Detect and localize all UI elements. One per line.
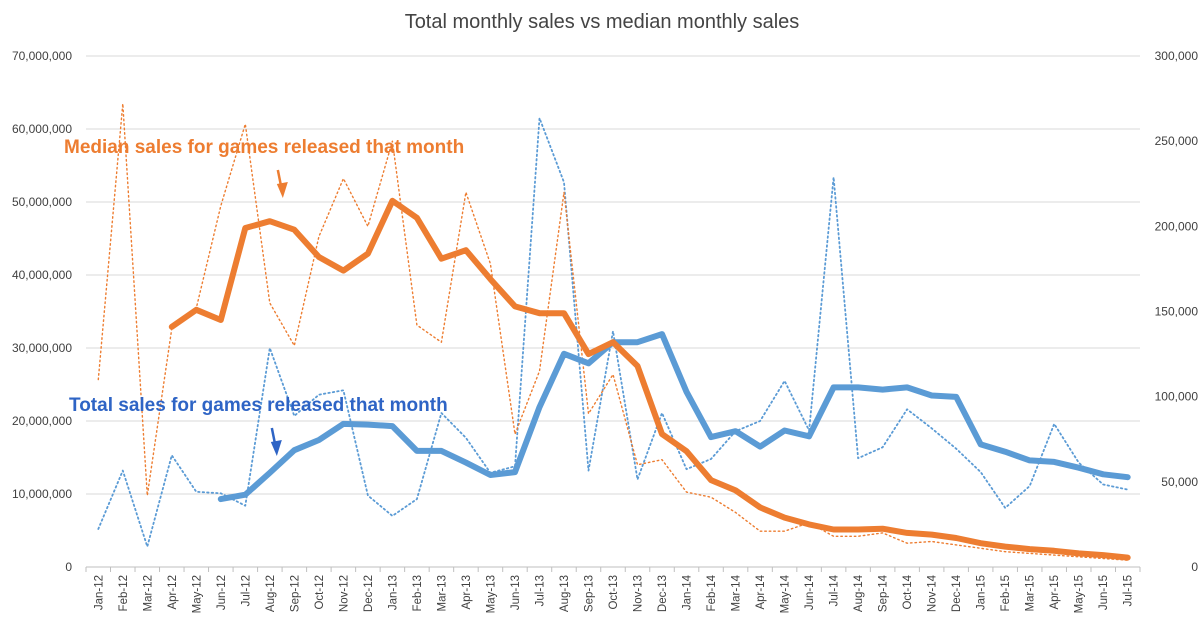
x-tick-label: Nov-12 <box>338 575 350 612</box>
annotation-total-label: Total sales for games released that mont… <box>69 395 448 416</box>
x-tick-label: Sep-13 <box>583 575 595 612</box>
left-y-tick-label: 0 <box>65 560 72 574</box>
x-tick-label: Nov-14 <box>927 574 939 612</box>
x-tick-label: Apr-13 <box>461 575 473 610</box>
series-line-3 <box>168 197 1131 561</box>
x-tick-label: Dec-14 <box>951 574 963 612</box>
x-tick-label: Apr-15 <box>1049 575 1061 610</box>
x-tick-label: Dec-13 <box>657 575 669 612</box>
right-y-tick-label: 0 <box>1191 560 1198 574</box>
x-tick-label: Jun-15 <box>1098 575 1110 610</box>
left-y-tick-label: 40,000,000 <box>12 268 72 282</box>
x-tick-label: Jan-13 <box>387 575 399 610</box>
right-y-tick-label: 300,000 <box>1155 49 1199 63</box>
left-y-tick-label: 50,000,000 <box>12 195 72 209</box>
x-axis: Jan-12 Feb-12 Mar-12 Apr-12 May-12 Jun-12 Jul-… <box>85 567 1141 613</box>
right-y-tick-label: 50,000 <box>1161 475 1198 489</box>
x-tick-label: Apr-12 <box>167 575 179 610</box>
x-tick-label: May-12 <box>191 575 203 613</box>
x-tick-label: Oct-13 <box>608 575 620 610</box>
arrow-head-icon <box>276 182 288 198</box>
right-y-tick-label: 150,000 <box>1155 305 1199 319</box>
x-tick-label: Jul-15 <box>1123 575 1135 606</box>
x-tick-label: Nov-13 <box>633 575 645 612</box>
left-y-axis: 0 10,000,000 20,000,000 30,000,000 40,000,00… <box>12 49 72 574</box>
arrow-head-icon <box>270 440 282 456</box>
x-tick-label: May-15 <box>1074 575 1086 613</box>
series-line-2 <box>97 103 1129 561</box>
x-tick-label: May-13 <box>485 575 497 613</box>
x-tick-label: Feb-14 <box>706 574 718 611</box>
x-tick-label: Feb-15 <box>1000 575 1012 611</box>
x-tick-label: Aug-13 <box>559 575 571 612</box>
left-y-tick-label: 20,000,000 <box>12 414 72 428</box>
x-tick-label: Mar-13 <box>436 575 448 611</box>
right-y-tick-label: 200,000 <box>1155 219 1199 233</box>
right-y-tick-label: 100,000 <box>1155 390 1199 404</box>
annotations: Median sales for games released that mon… <box>64 137 464 456</box>
x-tick-label: Feb-13 <box>412 575 424 611</box>
series-line-0 <box>97 117 1129 548</box>
x-tick-label: Feb-12 <box>118 575 130 611</box>
x-tick-label: Oct-12 <box>314 575 326 610</box>
x-tick-label: Jul-14 <box>829 574 841 606</box>
x-tick-label: Jan-12 <box>93 575 105 610</box>
x-tick-label: Mar-14 <box>731 574 743 611</box>
series-group <box>97 103 1131 561</box>
x-tick-label: Jun-14 <box>804 574 816 610</box>
x-tick-label: Mar-15 <box>1025 575 1037 611</box>
left-y-tick-label: 70,000,000 <box>12 49 72 63</box>
x-tick-label: Jun-13 <box>510 575 522 610</box>
x-tick-label: Mar-12 <box>142 575 154 611</box>
x-tick-label: Oct-14 <box>902 574 914 609</box>
series-line-1 <box>217 331 1131 503</box>
chart-title: Total monthly sales vs median monthly sa… <box>405 11 800 33</box>
x-tick-label: Jan-14 <box>682 574 694 610</box>
right-y-axis: 0 50,000 100,000 150,000 200,000 250,000 300,0… <box>1155 49 1199 574</box>
left-y-tick-label: 10,000,000 <box>12 487 72 501</box>
x-tick-label: Aug-14 <box>853 574 865 612</box>
right-y-tick-label: 250,000 <box>1155 134 1199 148</box>
x-tick-label: Jul-13 <box>534 575 546 606</box>
x-tick-label: Aug-12 <box>265 575 277 612</box>
x-tick-label: Dec-12 <box>363 575 375 612</box>
x-tick-label: Apr-14 <box>755 574 767 609</box>
x-tick-label: Sep-14 <box>878 574 890 612</box>
x-tick-label: Jan-15 <box>976 575 988 610</box>
x-tick-label: Jun-12 <box>216 575 228 610</box>
x-tick-label: Jul-12 <box>240 575 252 606</box>
left-y-tick-label: 60,000,000 <box>12 122 72 136</box>
left-y-tick-label: 30,000,000 <box>12 341 72 355</box>
x-tick-label: May-14 <box>780 574 792 613</box>
gridlines <box>86 55 1140 568</box>
x-tick-label: Sep-12 <box>289 575 301 612</box>
annotation-median-label: Median sales for games released that mon… <box>64 137 464 158</box>
